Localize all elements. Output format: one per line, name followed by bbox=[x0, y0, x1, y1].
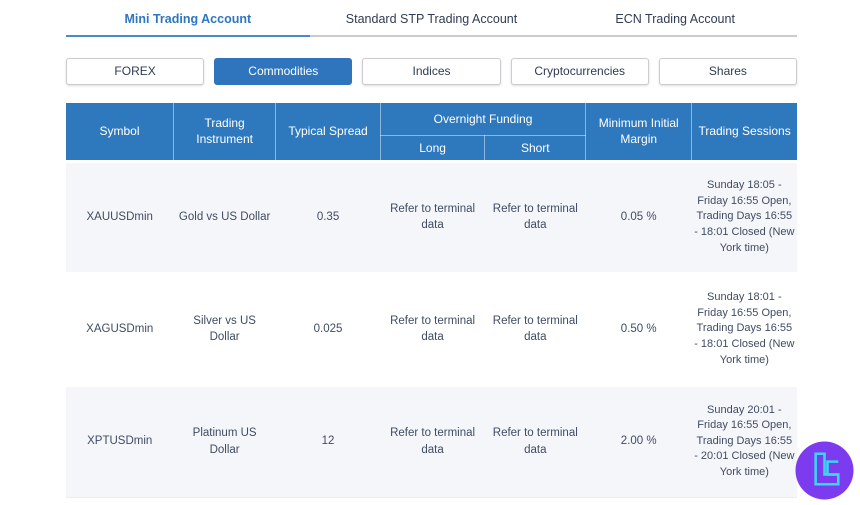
column-header-long: Long bbox=[379, 134, 486, 162]
column-header-minimum-initial-margin: Minimum Initial Margin bbox=[585, 103, 693, 162]
spread-cell: 0.025 bbox=[275, 271, 381, 386]
table-row-xptusdmin: XPTUSDmin Platinum US Dollar 12 Refer to… bbox=[66, 383, 797, 498]
symbol-cell: XPTUSDmin bbox=[66, 383, 174, 498]
brand-logo[interactable] bbox=[795, 441, 854, 500]
spread-cell: 12 bbox=[275, 383, 381, 498]
brand-logo-icon bbox=[795, 441, 854, 500]
table-row-xauusdmin: XAUUSDmin Gold vs US Dollar 0.35 Refer t… bbox=[66, 159, 797, 274]
column-header-symbol: Symbol bbox=[66, 103, 174, 162]
sessions-cell: Sunday 18:01 - Friday 16:55 Open, Tradin… bbox=[691, 271, 797, 386]
sessions-cell: Sunday 18:05 - Friday 16:55 Open, Tradin… bbox=[691, 159, 797, 274]
table-header: Symbol Trading Instrument Typical Spread… bbox=[66, 103, 797, 162]
overnight-long-cell: Refer to terminal data bbox=[380, 383, 485, 498]
page-content: Mini Trading Account Standard STP Tradin… bbox=[66, 6, 798, 498]
filter-button-shares[interactable]: Shares bbox=[658, 58, 798, 85]
overnight-short-cell: Refer to terminal data bbox=[484, 159, 586, 274]
account-type-tabs: Mini Trading Account Standard STP Tradin… bbox=[66, 6, 798, 37]
overnight-long-cell: Refer to terminal data bbox=[380, 271, 485, 386]
column-header-short: Short bbox=[484, 134, 587, 162]
table-row-xagusdmin: XAGUSDmin Silver vs US Dollar 0.025 Refe… bbox=[66, 271, 797, 386]
symbol-cell: XAGUSDmin bbox=[66, 271, 174, 386]
instruments-table: Symbol Trading Instrument Typical Spread… bbox=[66, 103, 797, 498]
tab-ecn-trading-account[interactable]: ECN Trading Account bbox=[553, 6, 798, 37]
overnight-short-cell: Refer to terminal data bbox=[484, 271, 586, 386]
instrument-cell: Platinum US Dollar bbox=[173, 383, 276, 498]
column-header-typical-spread: Typical Spread bbox=[275, 103, 381, 162]
filter-button-commodities[interactable]: Commodities bbox=[214, 58, 353, 85]
margin-cell: 0.50 % bbox=[585, 271, 692, 386]
spread-cell: 0.35 bbox=[275, 159, 381, 274]
filter-button-cryptocurrencies[interactable]: Cryptocurrencies bbox=[510, 58, 649, 85]
instrument-cell: Silver vs US Dollar bbox=[173, 271, 276, 386]
margin-cell: 0.05 % bbox=[585, 159, 692, 274]
instrument-cell: Gold vs US Dollar bbox=[173, 159, 276, 274]
tab-mini-trading-account[interactable]: Mini Trading Account bbox=[66, 6, 310, 37]
tab-standard-stp-trading-account[interactable]: Standard STP Trading Account bbox=[309, 6, 554, 37]
instrument-category-filters: FOREX Commodities Indices Cryptocurrenci… bbox=[66, 58, 798, 85]
filter-button-forex[interactable]: FOREX bbox=[66, 58, 205, 85]
column-header-trading-instrument: Trading Instrument bbox=[172, 103, 277, 162]
column-header-trading-sessions: Trading Sessions bbox=[691, 103, 797, 162]
sessions-cell: Sunday 20:01 - Friday 16:55 Open, Tradin… bbox=[691, 383, 797, 498]
overnight-long-cell: Refer to terminal data bbox=[380, 159, 485, 274]
margin-cell: 2.00 % bbox=[585, 383, 692, 498]
column-header-overnight-funding: Overnight Funding bbox=[379, 103, 587, 136]
symbol-cell: XAUUSDmin bbox=[66, 159, 174, 274]
filter-button-indices[interactable]: Indices bbox=[362, 58, 501, 85]
overnight-short-cell: Refer to terminal data bbox=[484, 383, 586, 498]
